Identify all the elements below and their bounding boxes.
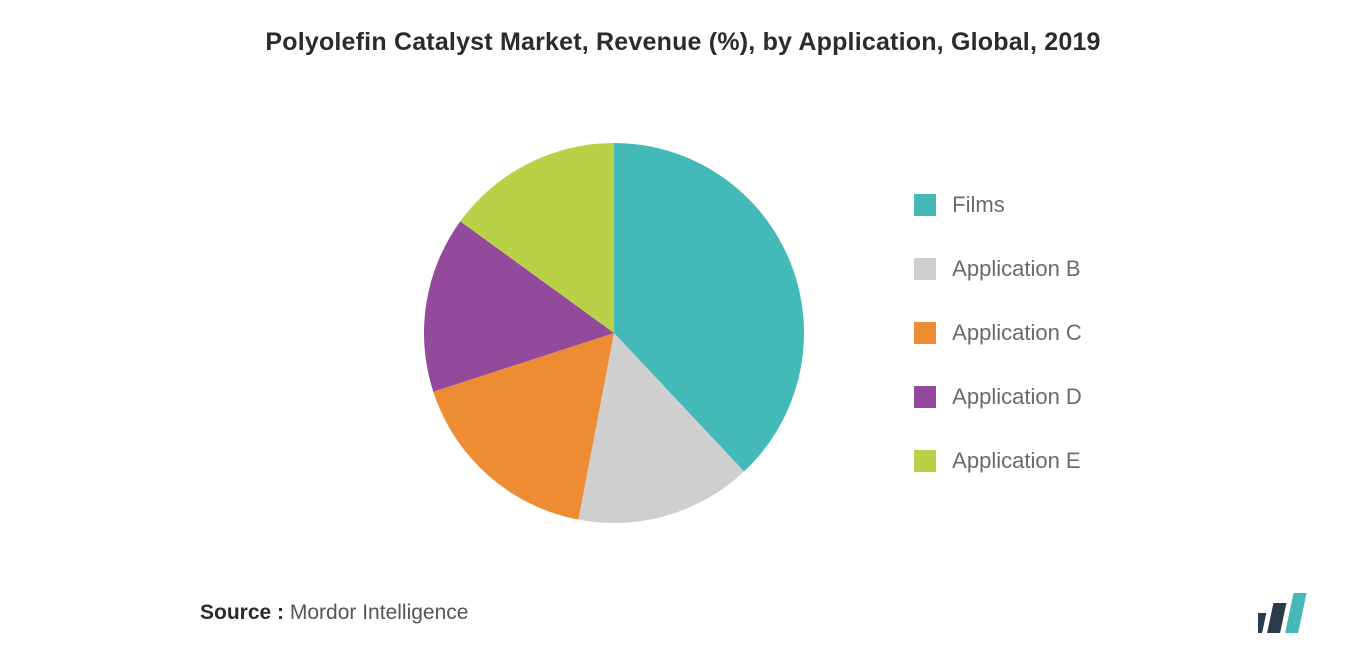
- legend-swatch: [914, 386, 936, 408]
- legend-label: Films: [952, 192, 1005, 218]
- pie-chart: [424, 143, 804, 523]
- source-text: Mordor Intelligence: [290, 601, 469, 624]
- legend-item: Films: [914, 192, 1082, 218]
- legend-label: Application B: [952, 256, 1080, 282]
- legend-item: Application C: [914, 320, 1082, 346]
- pie-svg: [424, 143, 804, 523]
- logo-svg: [1258, 591, 1320, 633]
- legend-swatch: [914, 322, 936, 344]
- legend-swatch: [914, 258, 936, 280]
- legend-label: Application C: [952, 320, 1082, 346]
- logo-bar: [1258, 613, 1266, 633]
- source-prefix: Source :: [200, 601, 284, 624]
- logo-bar: [1267, 603, 1286, 633]
- logo-bar: [1285, 593, 1307, 633]
- legend: Films Application B Application C Applicati…: [914, 192, 1082, 474]
- legend-item: Application E: [914, 448, 1082, 474]
- chart-area: Films Application B Application C Applicati…: [0, 90, 1366, 575]
- mordor-logo-icon: [1258, 591, 1320, 633]
- source-line: Source : Mordor Intelligence: [200, 601, 468, 625]
- legend-item: Application D: [914, 384, 1082, 410]
- legend-item: Application B: [914, 256, 1082, 282]
- chart-title: Polyolefin Catalyst Market, Revenue (%),…: [0, 0, 1366, 57]
- legend-swatch: [914, 194, 936, 216]
- legend-label: Application E: [952, 448, 1080, 474]
- legend-swatch: [914, 450, 936, 472]
- legend-label: Application D: [952, 384, 1082, 410]
